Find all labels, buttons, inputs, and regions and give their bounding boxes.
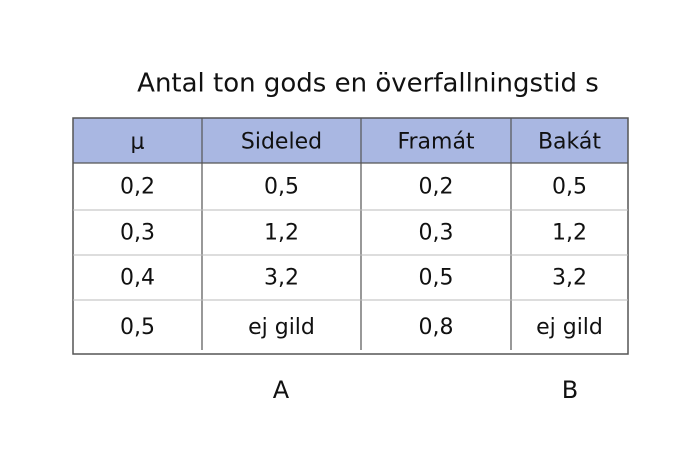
cell: 3,2 — [264, 266, 299, 291]
cell: ej gild — [536, 315, 603, 340]
cell: 0,4 — [120, 266, 155, 291]
table-border — [72, 117, 629, 355]
cell: 0,3 — [419, 221, 454, 246]
cell: 0,5 — [120, 315, 155, 340]
cell: 0,3 — [120, 221, 155, 246]
header-cell: Sideled — [241, 130, 322, 155]
cell: 0,5 — [264, 175, 299, 200]
cell: 1,2 — [264, 221, 299, 246]
cell: 0,2 — [120, 175, 155, 200]
cell: 0,5 — [419, 266, 454, 291]
header-background — [73, 118, 628, 163]
header-cell: μ — [131, 130, 145, 155]
header-cell: Bakát — [538, 130, 601, 155]
footer-label: B — [562, 376, 578, 404]
footer-label: A — [273, 376, 290, 404]
cell: 0,8 — [419, 315, 454, 340]
cell: ej gild — [248, 315, 315, 340]
title: Antal ton gods en överfallningstid s — [137, 69, 599, 99]
cell: 0,5 — [552, 175, 587, 200]
cell: 3,2 — [552, 266, 587, 291]
cell: 0,2 — [419, 175, 454, 200]
header-cell: Framát — [397, 130, 474, 155]
cell: 1,2 — [552, 221, 587, 246]
